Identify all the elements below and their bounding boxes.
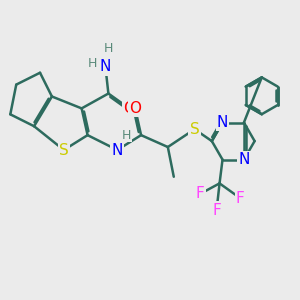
Text: O: O	[129, 101, 141, 116]
Text: N: N	[238, 152, 250, 167]
Text: N: N	[112, 142, 123, 158]
Text: H: H	[122, 129, 131, 142]
Text: H: H	[104, 42, 113, 56]
Text: N: N	[217, 115, 228, 130]
Text: N: N	[100, 59, 111, 74]
Text: O: O	[123, 101, 135, 116]
Text: F: F	[212, 202, 221, 217]
Text: H: H	[87, 57, 97, 70]
Text: S: S	[59, 142, 69, 158]
Text: F: F	[196, 186, 205, 201]
Text: S: S	[190, 122, 200, 137]
Text: F: F	[236, 191, 245, 206]
